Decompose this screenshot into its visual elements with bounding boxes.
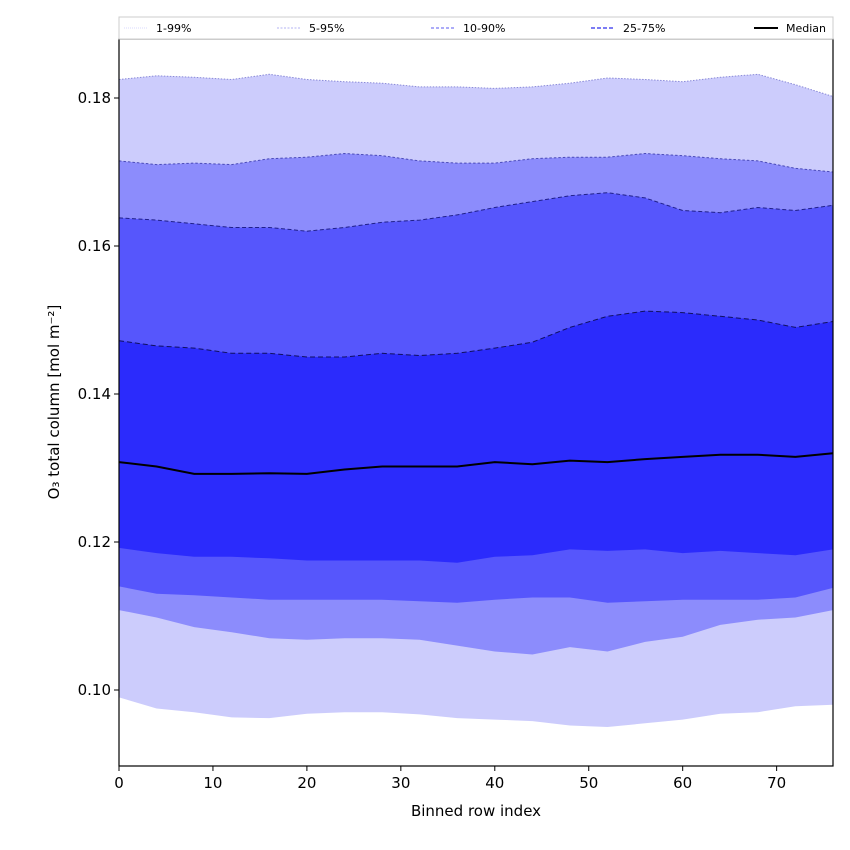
y-tick-label: 0.18 [78, 89, 111, 107]
x-tick-label: 40 [485, 774, 504, 792]
x-axis-label: Binned row index [411, 802, 541, 820]
x-tick-label: 0 [114, 774, 124, 792]
legend-label: 25-75% [623, 22, 665, 35]
legend-label: 10-90% [463, 22, 505, 35]
band-upper-edge-5-95% [118, 152, 834, 173]
x-tick-label: 30 [391, 774, 410, 792]
x-tick-label: 60 [673, 774, 692, 792]
y-tick-label: 0.12 [78, 533, 111, 551]
legend-label: 5-95% [309, 22, 344, 35]
x-axis: 0 10 20 30 40 50 60 70 [114, 766, 786, 792]
x-tick-label: 70 [767, 774, 786, 792]
band-25-75% [119, 311, 833, 563]
x-tick-label: 20 [297, 774, 316, 792]
bands-group [118, 73, 834, 728]
band-upper-edge-25-75% [118, 310, 834, 358]
band-upper-edge-1-99% [118, 73, 834, 97]
median-line [118, 452, 834, 475]
legend-label: Median [786, 22, 826, 35]
y-axis-label: O₃ total column [mol m⁻²] [45, 305, 63, 500]
y-axis: 0.10 0.12 0.14 0.16 0.18 [78, 89, 119, 699]
legend: 1-99% 5-95% 10-90% 25-75% Median [118, 16, 834, 40]
x-tick-label: 50 [579, 774, 598, 792]
legend-box [118, 16, 834, 40]
y-tick-label: 0.16 [78, 237, 111, 255]
median-group [118, 452, 834, 475]
y-tick-label: 0.10 [78, 681, 111, 699]
band-upper-edge-10-90% [118, 192, 834, 232]
x-tick-label: 10 [203, 774, 222, 792]
legend-label: 1-99% [156, 22, 191, 35]
y-tick-label: 0.14 [78, 385, 111, 403]
